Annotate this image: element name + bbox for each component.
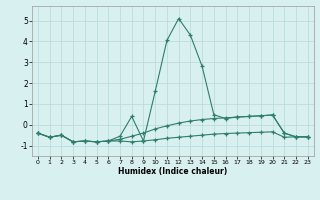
X-axis label: Humidex (Indice chaleur): Humidex (Indice chaleur): [118, 167, 228, 176]
